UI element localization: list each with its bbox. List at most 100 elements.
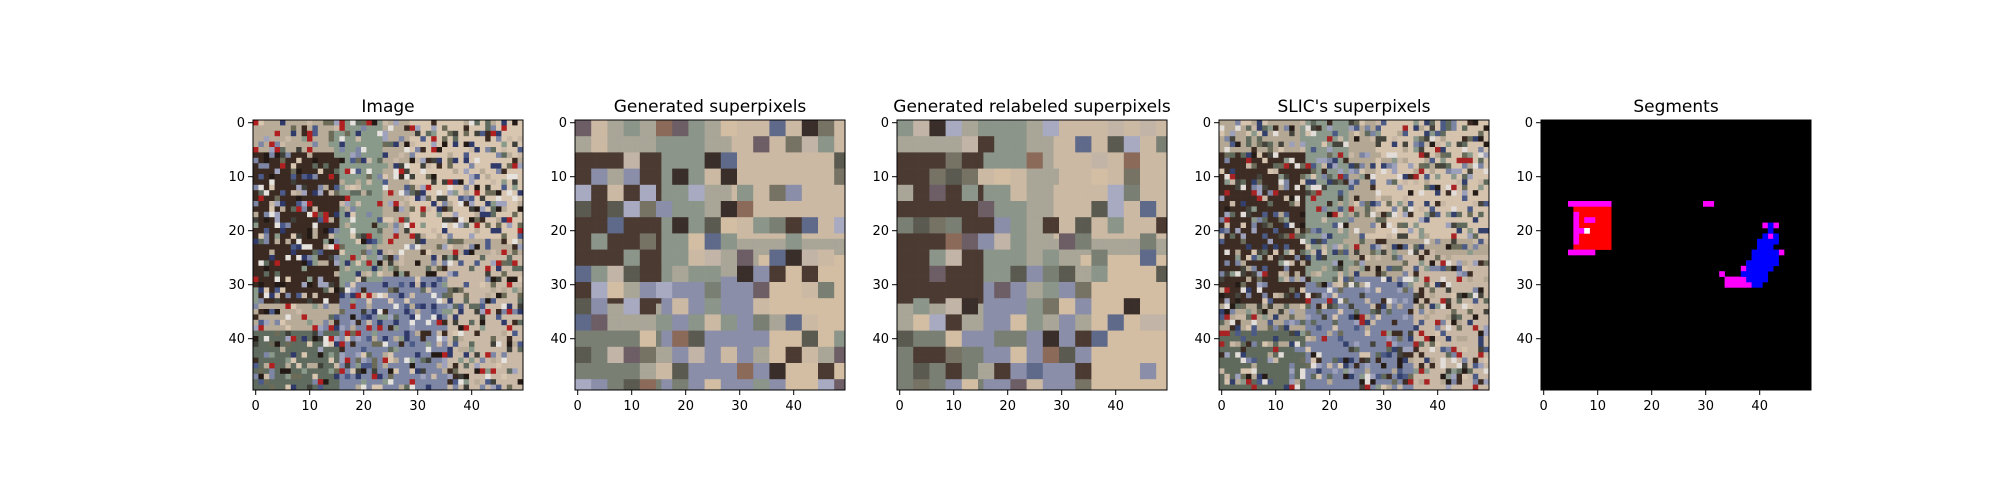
pixel [334, 222, 340, 229]
pixel [458, 287, 464, 294]
pixel [818, 373, 824, 380]
pixel [796, 330, 803, 337]
pixel [307, 319, 313, 326]
pixel [661, 141, 668, 148]
pixel [442, 120, 448, 126]
pixel [404, 379, 410, 385]
pixel [607, 147, 614, 153]
pixel [371, 130, 378, 137]
pixel [785, 195, 792, 202]
pixel [409, 357, 416, 364]
pixel [404, 244, 410, 250]
pixel [258, 168, 265, 175]
pixel [785, 287, 792, 294]
pixel [796, 255, 803, 261]
pixel [731, 141, 738, 148]
pixel [296, 141, 302, 148]
pixel [436, 265, 443, 272]
pixel [634, 363, 641, 369]
pixel [834, 195, 840, 202]
pixel [393, 168, 400, 175]
axes-frame [252, 119, 524, 391]
pixel [747, 325, 754, 331]
pixel [737, 357, 743, 364]
pixel [290, 319, 297, 326]
pixel [823, 298, 830, 304]
pixel [269, 373, 275, 380]
pixel [442, 379, 448, 385]
pixel [371, 238, 378, 245]
pixel [607, 276, 614, 283]
pixel [512, 190, 518, 196]
pixel [661, 174, 668, 180]
pixel [485, 330, 491, 337]
pixel [791, 282, 797, 288]
pixel [323, 346, 329, 353]
pixel [623, 179, 630, 186]
pixel [393, 363, 400, 369]
pixel [512, 325, 518, 331]
pixel [415, 363, 421, 369]
pixel [575, 373, 581, 380]
pixel [623, 271, 630, 277]
pixel [301, 287, 308, 294]
pixel [431, 152, 437, 159]
pixel [409, 195, 416, 202]
pixel [645, 130, 651, 137]
pixel [796, 282, 803, 288]
pixel [715, 136, 722, 142]
pixel [834, 179, 840, 186]
pixel [366, 373, 373, 380]
pixel [361, 163, 367, 169]
pixel [629, 260, 635, 267]
pixel [650, 238, 657, 245]
pixel [458, 255, 464, 261]
pixel [474, 211, 481, 218]
pixel [442, 168, 448, 175]
pixel [463, 336, 470, 342]
pixel [629, 201, 635, 207]
pixel [758, 152, 765, 159]
pixel [758, 233, 765, 240]
pixel [377, 363, 383, 369]
pixel [280, 222, 286, 229]
image-area [253, 120, 524, 391]
pixel [602, 184, 608, 191]
pixel [807, 249, 813, 256]
pixel [812, 368, 819, 375]
pixel [731, 211, 738, 218]
pixel [361, 271, 367, 277]
pixel [591, 303, 597, 310]
pixel [666, 379, 673, 385]
pixel [720, 222, 727, 229]
pixel [585, 276, 592, 283]
pixel [693, 325, 700, 331]
pixel [382, 211, 389, 218]
pixel [602, 244, 608, 250]
pixel [645, 125, 651, 132]
pixel [672, 120, 678, 126]
pixel [404, 260, 410, 267]
pixel [764, 157, 770, 164]
pixel [269, 190, 275, 196]
pixel [737, 125, 743, 132]
pixel [436, 325, 443, 331]
pixel [350, 341, 356, 348]
pixel [458, 174, 464, 180]
pixel [447, 265, 454, 272]
pixel [742, 276, 749, 283]
pixel [447, 373, 454, 380]
pixel [639, 249, 646, 256]
pixel [274, 368, 281, 375]
pixel [496, 368, 502, 375]
pixel [317, 319, 324, 326]
pixel [758, 292, 765, 299]
pixel [447, 357, 454, 364]
pixel [596, 141, 603, 148]
pixel [596, 157, 603, 164]
pixel [377, 217, 383, 223]
pixel [666, 292, 673, 299]
pixel [382, 168, 389, 175]
pixel [834, 341, 840, 348]
pixel [344, 174, 351, 180]
